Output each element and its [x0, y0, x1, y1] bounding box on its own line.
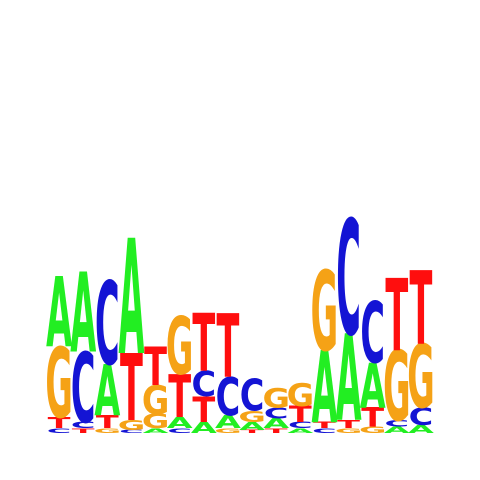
logo-letter-t-pos-16-4: T: [410, 249, 433, 367]
logo-letter-g-pos-4-2: G: [118, 418, 145, 434]
logo-letter-g-pos-1-3: G: [45, 329, 73, 441]
logo-letter-a-pos-9-2: A: [239, 420, 266, 433]
logo-letter-t-pos-5-4: T: [144, 337, 167, 398]
logo-letter-g-pos-5-3: G: [142, 377, 169, 423]
logo-letter-a-pos-16-1: A: [408, 423, 435, 436]
logo-letter-a-pos-8-2: A: [215, 412, 241, 432]
logo-letter-a-pos-15-1: A: [384, 425, 410, 435]
logo-letter-t-pos-1-2: T: [48, 415, 71, 433]
logo-letter-c-pos-16-2: C: [409, 403, 434, 431]
logo-letter-c-pos-11-2: C: [288, 420, 313, 430]
logo-letter-c-pos-1-1: C: [47, 427, 72, 435]
logo-letter-a-pos-4-4: A: [118, 206, 144, 390]
logo-letter-g-pos-14-1: G: [359, 425, 387, 435]
logo-letter-c-pos-15-2: C: [385, 418, 410, 428]
logo-letter-t-pos-3-2: T: [96, 412, 120, 432]
logo-letter-g-pos-6-4: G: [166, 302, 194, 393]
logo-letter-c-pos-2-3: C: [71, 334, 96, 446]
logo-letter-g-pos-12-4: G: [311, 250, 339, 377]
logo-letter-a-pos-7-1: A: [191, 419, 218, 437]
logo-letter-a-pos-12-3: A: [311, 332, 337, 446]
logo-letter-t-pos-9-1: T: [241, 429, 265, 434]
logo-letter-a-pos-11-1: A: [287, 427, 313, 435]
logo-letter-t-pos-14-2: T: [361, 403, 384, 434]
logo-letter-a-pos-6-2: A: [167, 415, 194, 433]
logo-letter-a-pos-1-4: A: [46, 258, 72, 370]
logo-letter-c-pos-9-4: C: [240, 371, 265, 422]
logo-letter-g-pos-16-3: G: [407, 325, 435, 428]
logo-letter-t-pos-7-4: T: [192, 299, 215, 390]
logo-letter-t-pos-4-3: T: [120, 336, 143, 442]
logo-letter-c-pos-7-3: C: [192, 364, 217, 405]
logo-letter-g-pos-13-1: G: [335, 427, 362, 435]
logo-letter-c-pos-14-4: C: [360, 285, 385, 382]
logo-letter-a-pos-3-3: A: [94, 350, 120, 432]
logo-letter-g-pos-5-2: G: [142, 410, 170, 433]
logo-letter-g-pos-8-1: G: [214, 427, 241, 435]
logo-letter-c-pos-2-2: C: [71, 420, 96, 430]
logo-letter-t-pos-10-1: T: [265, 427, 289, 435]
logo-letter-t-pos-2-1: T: [72, 427, 96, 435]
logo-letter-t-pos-11-3: T: [289, 402, 313, 428]
logo-letter-g-pos-11-4: G: [287, 377, 314, 413]
logo-letter-c-pos-10-3: C: [264, 405, 289, 423]
logo-letter-c-pos-4-1: C: [119, 429, 144, 434]
logo-letter-a-pos-13-3: A: [336, 310, 362, 449]
logo-letter-c-pos-6-1: C: [167, 427, 192, 435]
logo-letter-t-pos-6-3: T: [168, 363, 191, 432]
logo-letter-a-pos-14-3: A: [360, 350, 386, 422]
logo-letter-g-pos-10-4: G: [262, 384, 290, 415]
logo-letter-c-pos-8-3: C: [216, 368, 241, 429]
logo-columns: CTGATCCAGTACCGTAAGGTCATGATCTGACTTAGCTACG…: [45, 187, 435, 449]
logo-letter-a-pos-2-4: A: [70, 251, 96, 378]
logo-letter-c-pos-12-1: C: [312, 427, 337, 435]
logo-letter-t-pos-13-2: T: [337, 418, 360, 431]
logo-letter-a-pos-5-1: A: [143, 427, 169, 435]
logo-letter-t-pos-15-4: T: [385, 260, 408, 374]
logo-letter-g-pos-9-3: G: [238, 408, 265, 426]
logo-letter-g-pos-15-3: G: [383, 332, 411, 444]
logo-letter-c-pos-3-4: C: [95, 258, 120, 391]
logo-letter-a-pos-10-2: A: [263, 416, 289, 432]
logo-letter-g-pos-3-1: G: [94, 427, 121, 435]
logo-letter-t-pos-12-2: T: [313, 420, 336, 430]
logo-letter-c-pos-13-4: C: [336, 187, 361, 371]
logo-letter-t-pos-7-2: T: [192, 390, 215, 431]
logo-letter-t-pos-8-4: T: [217, 295, 240, 398]
